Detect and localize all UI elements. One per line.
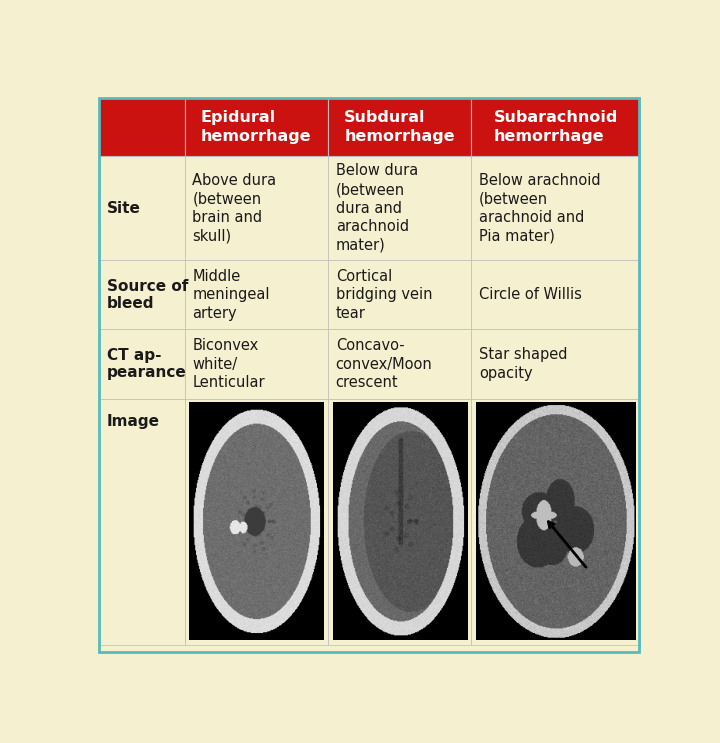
Text: Cortical
bridging vein
tear: Cortical bridging vein tear [336,269,432,321]
Text: Above dura
(between
brain and
skull): Above dura (between brain and skull) [192,172,276,244]
Bar [184,156,328,260]
Text: Middle
meningeal
artery: Middle meningeal artery [192,269,270,321]
Text: Site: Site [107,201,141,215]
Text: Subarachnoid
hemorrhage: Subarachnoid hemorrhage [494,111,618,144]
Text: Star shaped
opacity: Star shaped opacity [479,347,567,381]
Bar [99,98,184,156]
Bar [184,98,328,156]
Bar [328,156,472,260]
Bar [328,98,472,156]
Bar [99,399,184,645]
Bar [99,156,184,260]
Bar [99,329,184,399]
Bar [189,403,323,640]
Bar [472,399,640,645]
Bar [333,403,467,640]
Bar [99,260,184,329]
Bar [472,156,640,260]
Bar [184,260,328,329]
Bar [472,98,640,156]
Bar [472,329,640,399]
Text: Below dura
(between
dura and
arachnoid
mater): Below dura (between dura and arachnoid m… [336,163,418,253]
Text: Biconvex
white/
Lenticular: Biconvex white/ Lenticular [192,338,265,390]
Text: Subdural
hemorrhage: Subdural hemorrhage [344,111,455,144]
Text: Image: Image [107,414,160,429]
Text: Epidural
hemorrhage: Epidural hemorrhage [201,111,312,144]
Text: Source of
bleed: Source of bleed [107,279,189,311]
Bar [476,403,636,640]
Bar [328,260,472,329]
Bar [328,399,472,645]
Text: CT ap-
pearance: CT ap- pearance [107,348,186,380]
Text: Concavo-
convex/Moon
crescent: Concavo- convex/Moon crescent [336,338,433,390]
Text: Below arachnoid
(between
arachnoid and
Pia mater): Below arachnoid (between arachnoid and P… [479,172,600,244]
Bar [328,329,472,399]
Text: Circle of Willis: Circle of Willis [479,288,582,302]
Bar [472,260,640,329]
Bar [184,399,328,645]
Bar [184,329,328,399]
